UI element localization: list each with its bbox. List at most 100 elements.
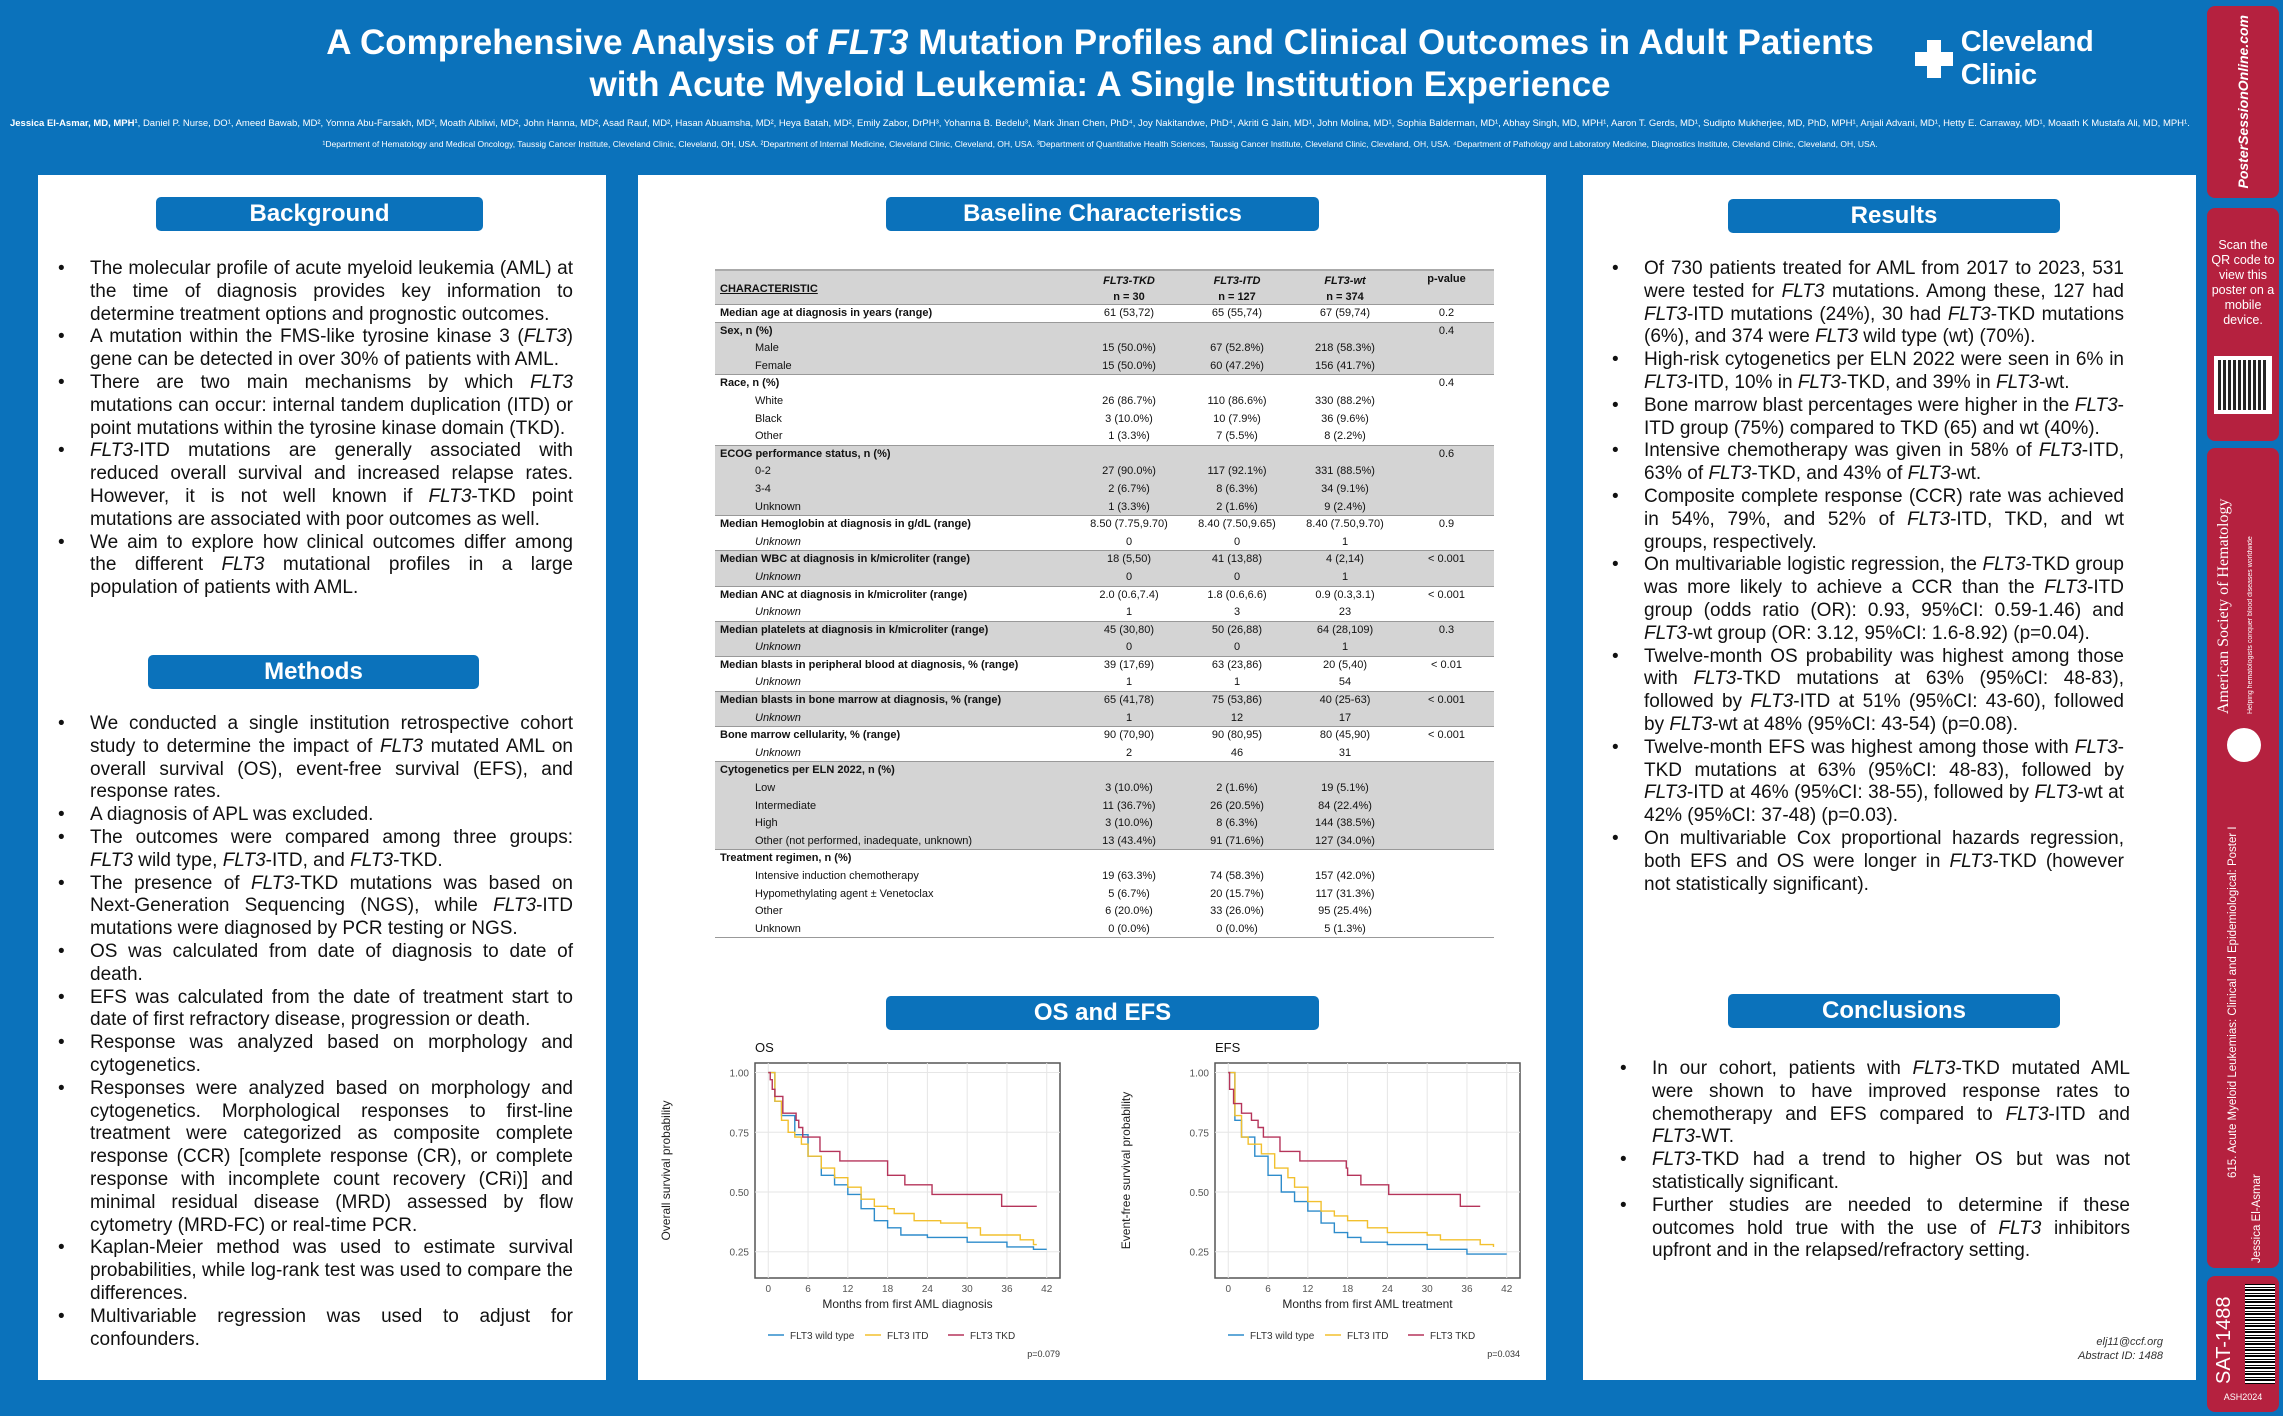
survival-heading: OS and EFS — [886, 996, 1319, 1030]
row-pvalue: < 0.001 — [1427, 588, 1465, 601]
table-header: CHARACTERISTIC FLT3-TKD n = 30 FLT3-ITD n = … — [715, 269, 1494, 305]
y-axis-label: Event-free survival probability — [1119, 1092, 1133, 1249]
table-row: Black 3 (10.0%) 10 (7.9%) 36 (9.6%) — [715, 411, 1494, 429]
row-value: 7 (5.5%) — [1216, 430, 1258, 443]
row-value — [1075, 375, 1183, 393]
row-value: 67 (59,74) — [1319, 307, 1371, 319]
row-value: 41 (13,88) — [1211, 553, 1263, 566]
row-value: 8.50 (7.75,9.70) — [1090, 518, 1168, 531]
row-value: 218 (58.3%) — [1315, 342, 1375, 355]
row-value: 331 (88.5%) — [1315, 465, 1375, 478]
row-label: Median Hemoglobin at diagnosis in g/dL (… — [720, 518, 971, 531]
table-row: Median Hemoglobin at diagnosis in g/dL (… — [715, 516, 1494, 534]
row-value: 27 (90.0%) — [1102, 465, 1156, 478]
methods-bullet: The presence of FLT3-TKD mutations was b… — [58, 873, 573, 941]
postersessiononline-logo[interactable]: PosterSessionOnline.com — [2207, 6, 2279, 198]
row-value — [1183, 375, 1291, 393]
row-value: 157 (42.0%) — [1315, 870, 1375, 882]
row-pvalue — [1399, 903, 1494, 921]
row-pvalue — [1399, 428, 1494, 445]
row-pvalue: 0.2 — [1438, 307, 1455, 319]
row-label: Unknown — [755, 676, 801, 689]
contact-info: elj11@ccf.org Abstract ID: 1488 — [2078, 1335, 2163, 1363]
x-axis-label: Months from first AML diagnosis — [822, 1297, 992, 1311]
p-value: p=0.034 — [1487, 1349, 1520, 1359]
conclusions-heading: Conclusions — [1728, 994, 2060, 1028]
row-label: Bone marrow cellularity, % (range) — [720, 729, 901, 742]
row-label: Unknown — [755, 641, 801, 654]
x-tick-label: 30 — [1422, 1284, 1434, 1295]
row-value: 1 — [1125, 606, 1133, 619]
qr-code-icon[interactable] — [2214, 356, 2272, 414]
baseline-table: CHARACTERISTIC FLT3-TKD n = 30 FLT3-ITD n = … — [715, 269, 1494, 939]
row-label: Black — [755, 412, 782, 425]
x-tick-label: 6 — [805, 1284, 811, 1295]
row-value: 127 (34.0%) — [1315, 834, 1375, 847]
legend-label: FLT3 ITD — [1347, 1331, 1388, 1342]
row-value: 0 — [1125, 641, 1133, 654]
row-value: 20 (15.7%) — [1210, 887, 1264, 900]
table-row: Race, n (%) 0.4 — [715, 375, 1494, 393]
row-value: 64 (28,109) — [1316, 623, 1374, 636]
row-value: 8 (6.3%) — [1216, 817, 1258, 830]
row-label: 3-4 — [755, 482, 771, 495]
table-row: ECOG performance status, n (%) 0.6 — [715, 445, 1494, 464]
km-curve-flt3-itd — [768, 1071, 1037, 1246]
y-tick-label: 0.75 — [730, 1128, 750, 1139]
row-label: Hypomethylating agent ± Venetoclax — [755, 887, 934, 900]
row-pvalue — [1399, 745, 1494, 762]
row-label: Race, n (%) — [720, 377, 780, 390]
row-pvalue: < 0.001 — [1427, 729, 1465, 742]
x-tick-label: 24 — [922, 1284, 934, 1295]
pso-text: PosterSessionOnline.com — [2235, 15, 2251, 189]
col-characteristic: CHARACTERISTIC — [720, 283, 818, 295]
title-line-2: with Acute Myeloid Leukemia: A Single In… — [589, 65, 1611, 104]
row-value: 34 (9.1%) — [1321, 482, 1369, 495]
title-line-1: A Comprehensive Analysis of FLT3 Mutatio… — [326, 23, 1874, 62]
session-box: American Society of Hematology Helping h… — [2207, 448, 2279, 1268]
col-n: n = 374 — [1326, 291, 1364, 303]
table-row: Treatment regimen, n (%) — [715, 850, 1494, 868]
row-value: 61 (53,72) — [1103, 307, 1155, 319]
row-pvalue — [1399, 762, 1494, 780]
results-bullet: On multivariable logistic regression, th… — [1612, 554, 2124, 645]
contact-email[interactable]: elj11@ccf.org — [2096, 1336, 2163, 1348]
row-value: 18 (5,50) — [1106, 553, 1152, 566]
table-row: Low 3 (10.0%) 2 (1.6%) 19 (5.1%) — [715, 780, 1494, 798]
row-value: 67 (52.8%) — [1210, 342, 1264, 355]
row-value: 8.40 (7.50,9.70) — [1306, 518, 1384, 531]
table-row: Unknown 1 3 23 — [715, 604, 1494, 622]
table-row: Hypomethylating agent ± Venetoclax 5 (6.7… — [715, 886, 1494, 904]
background-bullet: The molecular profile of acute myeloid l… — [58, 258, 573, 326]
row-value: 1 — [1125, 676, 1133, 689]
row-pvalue — [1399, 868, 1494, 886]
meeting-name: ASH2024 — [2223, 1392, 2263, 1402]
row-label: Female — [755, 359, 792, 372]
row-value: 46 — [1230, 746, 1244, 759]
row-value: 1 — [1125, 711, 1133, 724]
affiliations: ¹Department of Hematology and Medical On… — [322, 139, 1878, 149]
results-heading: Results — [1728, 199, 2060, 233]
col-header: FLT3-ITD n = 127 — [1183, 271, 1291, 304]
table-row: Median platelets at diagnosis in k/micro… — [715, 621, 1494, 640]
row-value: 54 — [1338, 676, 1352, 689]
row-value: 1 — [1341, 535, 1349, 548]
methods-bullet: We conducted a single institution retros… — [58, 713, 573, 804]
table-row: 0-2 27 (90.0%) 117 (92.1%) 331 (88.5%) — [715, 463, 1494, 481]
x-tick-label: 0 — [1225, 1284, 1231, 1295]
row-value: 2 (1.6%) — [1216, 500, 1258, 513]
x-tick-label: 42 — [1041, 1284, 1053, 1295]
table-row: Unknown 2 46 31 — [715, 745, 1494, 763]
row-pvalue — [1399, 411, 1494, 429]
row-value: 15 (50.0%) — [1102, 342, 1156, 355]
methods-heading: Methods — [148, 655, 479, 689]
row-value — [1183, 762, 1291, 780]
row-label: Unknown — [755, 535, 801, 548]
row-label: Other — [755, 430, 783, 443]
table-row: Unknown 0 0 1 — [715, 534, 1494, 552]
methods-bullet: Response was analyzed based on morpholog… — [58, 1032, 573, 1078]
row-value: 40 (25-63) — [1319, 694, 1371, 707]
row-value — [1183, 446, 1291, 464]
row-pvalue — [1399, 815, 1494, 833]
row-value: 80 (45,90) — [1319, 729, 1371, 742]
